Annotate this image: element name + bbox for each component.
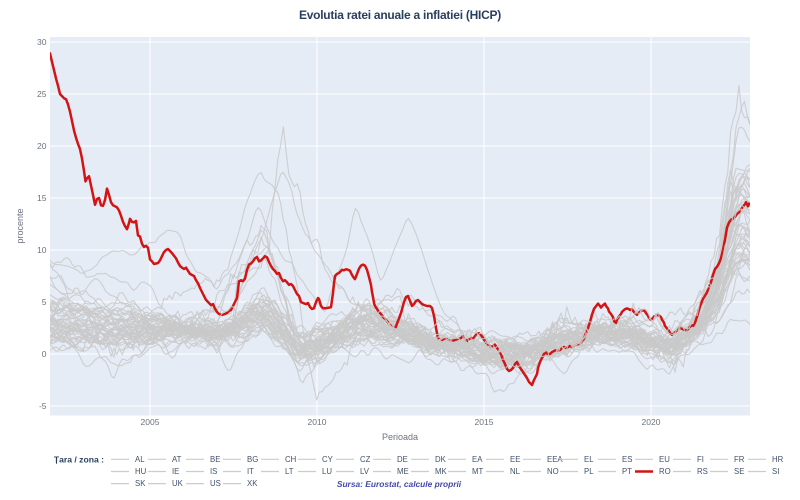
svg-text:2020: 2020	[642, 417, 661, 427]
svg-text:0: 0	[42, 349, 47, 359]
svg-text:RO: RO	[659, 467, 671, 476]
svg-text:DE: DE	[397, 455, 408, 464]
svg-text:LT: LT	[285, 467, 294, 476]
svg-text:NO: NO	[547, 467, 559, 476]
svg-text:PT: PT	[622, 467, 632, 476]
svg-text:EL: EL	[584, 455, 594, 464]
svg-text:BG: BG	[247, 455, 258, 464]
svg-text:IE: IE	[172, 467, 179, 476]
svg-text:ES: ES	[622, 455, 632, 464]
svg-text:EE: EE	[510, 455, 520, 464]
svg-text:15: 15	[37, 193, 47, 203]
svg-text:PL: PL	[584, 467, 594, 476]
svg-text:CY: CY	[322, 455, 334, 464]
svg-text:ME: ME	[397, 467, 409, 476]
svg-text:procente: procente	[15, 208, 25, 243]
svg-text:MT: MT	[472, 467, 483, 476]
svg-text:Sursa: Eurostat, calcule propr: Sursa: Eurostat, calcule proprii	[337, 479, 462, 489]
svg-text:EEA: EEA	[547, 455, 563, 464]
svg-text:5: 5	[42, 297, 47, 307]
svg-text:FR: FR	[734, 455, 745, 464]
svg-text:AT: AT	[172, 455, 182, 464]
svg-text:Evolutia ratei anuale a inflat: Evolutia ratei anuale a inflatiei (HICP)	[299, 8, 501, 22]
svg-text:XK: XK	[247, 479, 258, 488]
svg-text:FI: FI	[697, 455, 704, 464]
svg-text:20: 20	[37, 141, 47, 151]
svg-text:-5: -5	[39, 401, 47, 411]
svg-text:2015: 2015	[475, 417, 494, 427]
svg-text:CZ: CZ	[360, 455, 371, 464]
svg-text:UK: UK	[172, 479, 184, 488]
svg-text:HU: HU	[135, 467, 147, 476]
svg-text:2005: 2005	[141, 417, 160, 427]
svg-text:IT: IT	[247, 467, 254, 476]
svg-text:MK: MK	[435, 467, 447, 476]
svg-text:EU: EU	[659, 455, 670, 464]
svg-text:HR: HR	[772, 455, 784, 464]
svg-text:30: 30	[37, 37, 47, 47]
svg-text:25: 25	[37, 89, 47, 99]
svg-text:DK: DK	[435, 455, 447, 464]
svg-text:SI: SI	[772, 467, 779, 476]
svg-text:Țara / zona :: Țara / zona :	[54, 454, 104, 464]
svg-text:LV: LV	[360, 467, 370, 476]
svg-text:CH: CH	[285, 455, 296, 464]
svg-text:AL: AL	[135, 455, 145, 464]
svg-text:EA: EA	[472, 455, 483, 464]
svg-text:BE: BE	[210, 455, 220, 464]
svg-text:IS: IS	[210, 467, 217, 476]
svg-text:10: 10	[37, 245, 47, 255]
svg-text:Perioada: Perioada	[382, 432, 418, 442]
svg-text:RS: RS	[697, 467, 708, 476]
svg-text:US: US	[210, 479, 221, 488]
svg-text:2010: 2010	[308, 417, 327, 427]
svg-text:LU: LU	[322, 467, 332, 476]
svg-text:SK: SK	[135, 479, 146, 488]
svg-text:SE: SE	[734, 467, 744, 476]
svg-text:NL: NL	[510, 467, 521, 476]
